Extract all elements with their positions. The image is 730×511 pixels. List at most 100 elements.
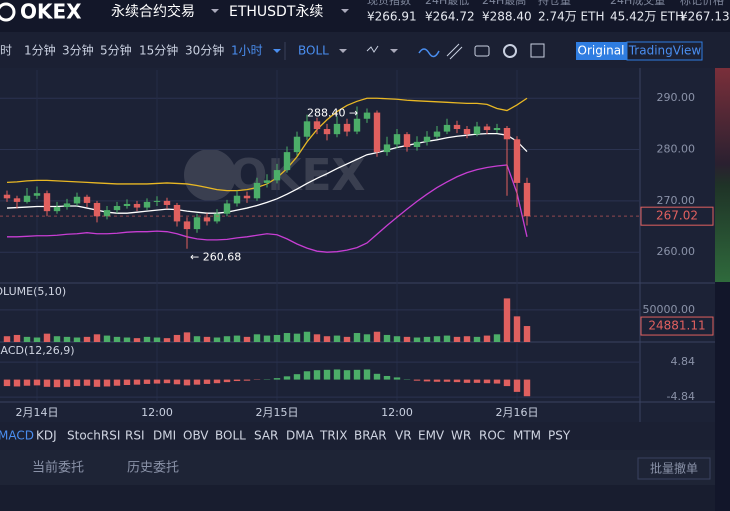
candle-body xyxy=(153,200,161,202)
candle-body xyxy=(433,131,441,137)
candle-body xyxy=(133,203,141,208)
stat-value: ¥264.72 xyxy=(425,10,475,24)
low-annotation: ← 260.68 xyxy=(190,251,241,264)
candle-body xyxy=(283,152,291,171)
macd-bar xyxy=(373,373,381,380)
macd-bar xyxy=(473,379,481,383)
candle-body xyxy=(123,203,131,207)
stat-label: 持仓量 xyxy=(538,0,571,7)
indicator-tab[interactable]: BRAR xyxy=(354,429,387,443)
cancel-all-label: 批量撤单 xyxy=(650,461,698,476)
logo: OKEX xyxy=(20,0,82,24)
indicator-tab[interactable]: OBV xyxy=(183,429,209,443)
macd-bar xyxy=(313,370,321,380)
product[interactable]: 永续合约交易 xyxy=(111,3,195,20)
cancel-all-button[interactable] xyxy=(637,457,711,480)
indicator-tab[interactable]: WR xyxy=(451,429,471,443)
indicator-tab[interactable]: RSI xyxy=(125,429,145,443)
candle-body xyxy=(513,139,521,183)
volume-bar xyxy=(413,337,421,342)
indicator-tab[interactable]: EMV xyxy=(418,429,445,443)
volume-bar xyxy=(133,338,141,342)
candle-body xyxy=(333,123,341,135)
indicator-tab[interactable]: MTM xyxy=(513,429,541,443)
indicator-tab[interactable]: VR xyxy=(395,429,412,443)
interval[interactable]: 1小时 xyxy=(231,44,263,58)
y-tick-label: -4.84 xyxy=(667,390,695,403)
indicator-tab[interactable]: BOLL xyxy=(215,429,246,443)
fullscreen-icon[interactable] xyxy=(530,43,545,58)
macd-bar xyxy=(343,370,351,380)
macd-bar xyxy=(273,378,281,380)
candle-body xyxy=(253,182,261,199)
volume-bar xyxy=(83,336,91,342)
volume-bar xyxy=(403,336,411,342)
candle-body xyxy=(473,126,481,135)
volume-bar xyxy=(273,334,281,342)
macd-bar xyxy=(13,379,21,387)
ruler-icon[interactable] xyxy=(446,43,463,60)
volume-bar xyxy=(363,334,371,342)
watermark-mark xyxy=(184,149,236,201)
candle-body xyxy=(303,121,311,137)
candle-body xyxy=(43,193,51,212)
candle-body xyxy=(213,213,221,222)
macd-bar xyxy=(103,379,111,387)
indicator-tab[interactable]: MACD xyxy=(0,429,34,443)
orders-tab[interactable]: 当前委托 xyxy=(32,460,84,476)
indicator-tab[interactable]: TRIX xyxy=(319,429,347,443)
indicator-tab[interactable]: PSY xyxy=(548,429,571,443)
chart-type-icon[interactable] xyxy=(366,45,379,53)
indicator-tab[interactable]: SAR xyxy=(254,429,278,443)
candle-body xyxy=(243,195,251,199)
candle-body xyxy=(83,196,91,203)
indicator-tab[interactable]: ROC xyxy=(479,429,505,443)
indicator-tab[interactable]: DMI xyxy=(153,429,176,443)
pane-title: MACD(12,26,9) xyxy=(0,344,75,357)
interval[interactable]: 15分钟 xyxy=(139,43,178,58)
interval[interactable]: 3分钟 xyxy=(62,43,94,58)
stats: 现货指数 ¥266.91 24H最低 ¥264.72 24H最高 ¥288.40 持仓量 2.… xyxy=(367,0,730,24)
candle-body xyxy=(293,136,301,153)
camera-icon[interactable] xyxy=(474,45,490,57)
watermark-text: OKEX xyxy=(230,150,366,201)
y-tick-label: 280.00 xyxy=(657,143,696,156)
volume-bar xyxy=(253,334,261,342)
pair[interactable]: ETHUSDT永续 xyxy=(229,3,323,20)
volume-bar xyxy=(513,316,521,342)
settings-icon[interactable] xyxy=(503,44,517,58)
macd-bar xyxy=(143,379,151,384)
dropdown-arrow xyxy=(339,49,347,53)
macd-bar xyxy=(393,377,401,380)
interval[interactable]: 5分钟 xyxy=(100,43,132,58)
volume-bar xyxy=(473,336,481,342)
x-tick-label: 12:00 xyxy=(141,406,173,419)
candle-body xyxy=(93,202,101,217)
volume-bar xyxy=(163,338,171,342)
interval[interactable]: 30分钟 xyxy=(185,43,224,58)
volume-bar xyxy=(123,337,131,342)
tab-list: MACD KDJ StochRSI RSI DMI OBV BOLL SAR DMA TRIX BR… xyxy=(0,429,571,443)
indicator-tab[interactable]: DMA xyxy=(286,429,315,443)
macd-bar xyxy=(83,379,91,386)
volume-bar xyxy=(373,331,381,342)
macd-bar xyxy=(23,379,31,386)
stat-value: 45.42万 ETH xyxy=(610,10,684,24)
interval[interactable]: 1分钟 xyxy=(24,43,56,58)
macd-bar xyxy=(123,379,131,386)
orders-tab[interactable]: 历史委托 xyxy=(127,461,179,476)
interval[interactable]: 分时 xyxy=(0,44,12,58)
mode-tradingview[interactable] xyxy=(626,41,703,61)
indicator-tab[interactable]: KDJ xyxy=(36,429,57,443)
macd-bar xyxy=(453,379,461,383)
candle-body xyxy=(193,217,201,230)
macd-bar xyxy=(323,369,331,380)
draw-icon[interactable] xyxy=(418,48,440,58)
indicator-select[interactable]: BOLL xyxy=(298,44,329,58)
y-tick-label: 50000.00 xyxy=(643,303,696,316)
indicator-tab[interactable]: StochRSI xyxy=(67,429,120,443)
volume-bar xyxy=(453,336,461,342)
mode-original[interactable] xyxy=(576,42,627,60)
macd-bar xyxy=(133,379,141,385)
